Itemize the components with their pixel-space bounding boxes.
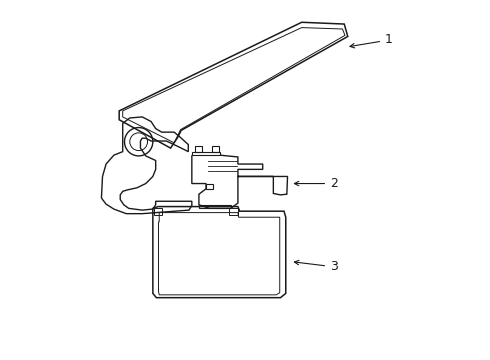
Bar (229, 208, 238, 215)
Text: 3: 3 (294, 260, 338, 273)
Text: 1: 1 (350, 33, 393, 48)
Text: 2: 2 (294, 177, 338, 190)
Bar (153, 208, 162, 215)
